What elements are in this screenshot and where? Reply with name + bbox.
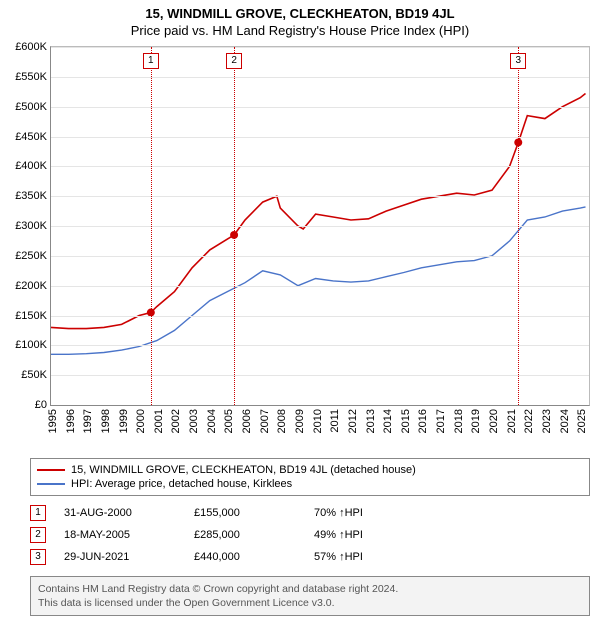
x-axis-label: 2014 bbox=[386, 385, 398, 409]
chart-container: 15, WINDMILL GROVE, CLECKHEATON, BD19 4J… bbox=[0, 0, 600, 616]
event-line bbox=[234, 47, 235, 405]
sale-pct: 57%HPI bbox=[314, 551, 363, 563]
y-axis-label: £0 bbox=[35, 399, 47, 411]
legend: 15, WINDMILL GROVE, CLECKHEATON, BD19 4J… bbox=[30, 458, 590, 496]
sale-price: £285,000 bbox=[194, 529, 314, 541]
x-axis-label: 2009 bbox=[298, 385, 310, 409]
x-axis-label: 2004 bbox=[210, 385, 222, 409]
x-axis-label: 2011 bbox=[333, 385, 345, 409]
y-axis-label: £350K bbox=[15, 190, 47, 202]
table-row: 1 31-AUG-2000 £155,000 70%HPI bbox=[30, 502, 590, 524]
chart-titles: 15, WINDMILL GROVE, CLECKHEATON, BD19 4J… bbox=[0, 0, 600, 38]
x-axis-label: 2025 bbox=[580, 385, 592, 409]
sale-pct: 70%HPI bbox=[314, 507, 363, 519]
chart-subtitle: Price paid vs. HM Land Registry's House … bbox=[0, 23, 600, 38]
x-axis-label: 2012 bbox=[351, 385, 363, 409]
event-line bbox=[151, 47, 152, 405]
arrow-up-icon bbox=[336, 529, 345, 541]
x-axis-label: 2001 bbox=[157, 385, 169, 409]
plot-area: £0£50K£100K£150K£200K£250K£300K£350K£400… bbox=[50, 46, 590, 406]
x-axis-label: 1997 bbox=[86, 385, 98, 409]
x-axis-label: 2018 bbox=[457, 385, 469, 409]
chart-title: 15, WINDMILL GROVE, CLECKHEATON, BD19 4J… bbox=[0, 6, 600, 21]
legend-item: HPI: Average price, detached house, Kirk… bbox=[37, 477, 583, 491]
x-axis-label: 1999 bbox=[122, 385, 134, 409]
sale-date: 18-MAY-2005 bbox=[64, 529, 194, 541]
series-line bbox=[51, 207, 586, 354]
x-axis-label: 2017 bbox=[439, 385, 451, 409]
sale-date: 31-AUG-2000 bbox=[64, 507, 194, 519]
legend-label: 15, WINDMILL GROVE, CLECKHEATON, BD19 4J… bbox=[71, 464, 416, 476]
arrow-up-icon bbox=[336, 551, 345, 563]
x-axis-label: 2002 bbox=[174, 385, 186, 409]
x-axis-label: 2000 bbox=[139, 385, 151, 409]
y-axis-label: £550K bbox=[15, 71, 47, 83]
x-axis-label: 2013 bbox=[369, 385, 381, 409]
x-axis-label: 2006 bbox=[245, 385, 257, 409]
event-marker: 2 bbox=[226, 53, 242, 69]
event-marker: 3 bbox=[510, 53, 526, 69]
sale-pct: 49%HPI bbox=[314, 529, 363, 541]
x-axis-label: 1998 bbox=[104, 385, 116, 409]
y-axis-label: £600K bbox=[15, 41, 47, 53]
x-axis-label: 2020 bbox=[492, 385, 504, 409]
x-axis-label: 2010 bbox=[316, 385, 328, 409]
legend-label: HPI: Average price, detached house, Kirk… bbox=[71, 478, 292, 490]
x-axis-label: 2016 bbox=[421, 385, 433, 409]
footer-line: This data is licensed under the Open Gov… bbox=[38, 596, 582, 610]
table-row: 3 29-JUN-2021 £440,000 57%HPI bbox=[30, 546, 590, 568]
y-axis-label: £500K bbox=[15, 101, 47, 113]
arrow-up-icon bbox=[336, 507, 345, 519]
x-axis-label: 2024 bbox=[563, 385, 575, 409]
sales-table: 1 31-AUG-2000 £155,000 70%HPI 2 18-MAY-2… bbox=[30, 502, 590, 568]
y-axis-label: £150K bbox=[15, 310, 47, 322]
event-line bbox=[518, 47, 519, 405]
legend-swatch bbox=[37, 469, 65, 471]
x-axis-label: 2023 bbox=[545, 385, 557, 409]
sale-date: 29-JUN-2021 bbox=[64, 551, 194, 563]
y-axis-label: £50K bbox=[21, 369, 47, 381]
sale-price: £155,000 bbox=[194, 507, 314, 519]
footer-attribution: Contains HM Land Registry data © Crown c… bbox=[30, 576, 590, 616]
x-axis-label: 1995 bbox=[51, 385, 63, 409]
x-axis-label: 2007 bbox=[263, 385, 275, 409]
series-line bbox=[51, 94, 586, 329]
x-axis-label: 2003 bbox=[192, 385, 204, 409]
sale-index: 3 bbox=[30, 549, 46, 565]
x-axis-label: 2019 bbox=[474, 385, 486, 409]
y-axis-label: £200K bbox=[15, 280, 47, 292]
x-axis-label: 1996 bbox=[69, 385, 81, 409]
y-axis-label: £250K bbox=[15, 250, 47, 262]
table-row: 2 18-MAY-2005 £285,000 49%HPI bbox=[30, 524, 590, 546]
y-axis-label: £400K bbox=[15, 160, 47, 172]
y-axis-label: £450K bbox=[15, 131, 47, 143]
sale-price: £440,000 bbox=[194, 551, 314, 563]
x-axis-label: 2008 bbox=[280, 385, 292, 409]
legend-swatch bbox=[37, 483, 65, 485]
event-marker: 1 bbox=[143, 53, 159, 69]
x-axis-label: 2021 bbox=[510, 385, 522, 409]
y-axis-label: £300K bbox=[15, 220, 47, 232]
sale-index: 1 bbox=[30, 505, 46, 521]
y-axis-label: £100K bbox=[15, 339, 47, 351]
sale-index: 2 bbox=[30, 527, 46, 543]
legend-item: 15, WINDMILL GROVE, CLECKHEATON, BD19 4J… bbox=[37, 463, 583, 477]
footer-line: Contains HM Land Registry data © Crown c… bbox=[38, 582, 582, 596]
x-axis-label: 2022 bbox=[527, 385, 539, 409]
x-axis-label: 2015 bbox=[404, 385, 416, 409]
